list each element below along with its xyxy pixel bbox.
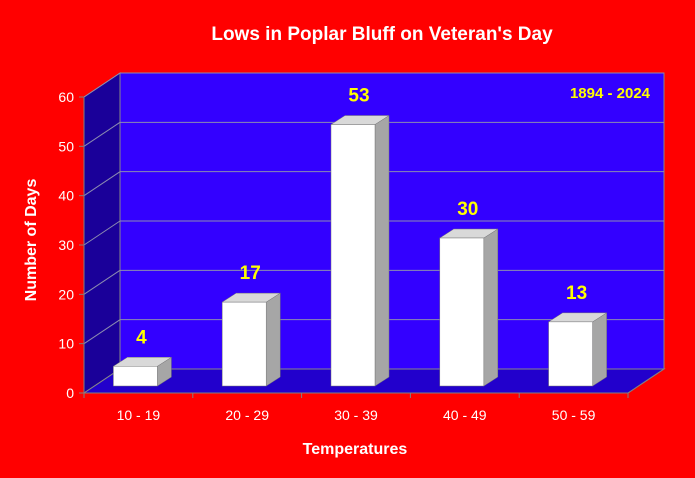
y-tick-label: 20 xyxy=(58,286,74,302)
bar-side xyxy=(592,312,607,387)
date-range-annotation: 1894 - 2024 xyxy=(570,85,651,102)
y-tick-label: 0 xyxy=(66,385,74,401)
data-label: 4 xyxy=(136,327,147,348)
x-tick-label: 30 - 39 xyxy=(334,407,378,423)
gridline-side xyxy=(83,319,121,345)
bar-side xyxy=(483,228,499,387)
data-label: 53 xyxy=(348,86,369,107)
data-label: 17 xyxy=(240,263,261,284)
x-tick-label: 10 - 19 xyxy=(117,407,161,423)
y-tick-label: 40 xyxy=(58,188,74,204)
bar-side xyxy=(374,115,390,387)
y-tick-label: 50 xyxy=(58,138,74,154)
gridline-side xyxy=(83,72,121,98)
bar-20-29 xyxy=(221,301,267,387)
x-axis-title: Temperatures xyxy=(303,441,408,458)
gridline-side xyxy=(83,269,121,295)
bar-30-39 xyxy=(330,124,376,387)
y-tick-label: 60 xyxy=(58,89,74,105)
x-tick-label: 20 - 29 xyxy=(225,407,269,423)
axes: 0 10 20 30 40 50 60 xyxy=(58,89,665,401)
x-axis-depth-line xyxy=(627,368,665,394)
bar-side xyxy=(265,292,281,387)
gridline-side xyxy=(83,220,121,246)
data-label: 30 xyxy=(457,199,478,220)
bar-50-59 xyxy=(548,321,593,387)
gridline-side xyxy=(83,121,121,147)
bars xyxy=(112,115,608,387)
y-tick-label: 30 xyxy=(58,237,74,253)
gridline-side xyxy=(83,171,121,197)
x-tick-label: 40 - 49 xyxy=(443,407,487,423)
data-label: 13 xyxy=(566,283,587,304)
y-tick-label: 10 xyxy=(58,336,74,352)
labels: 4 10 - 19 17 20 - 29 53 30 - 39 30 40 - 49 13 50 … xyxy=(117,86,596,423)
bar-10-19 xyxy=(113,366,158,387)
bar-40-49 xyxy=(439,237,485,387)
x-tick-label: 50 - 59 xyxy=(552,407,596,423)
chart-title: Lows in Poplar Bluff on Veteran's Day xyxy=(211,24,553,45)
y-axis-title: Number of Days xyxy=(23,179,40,302)
